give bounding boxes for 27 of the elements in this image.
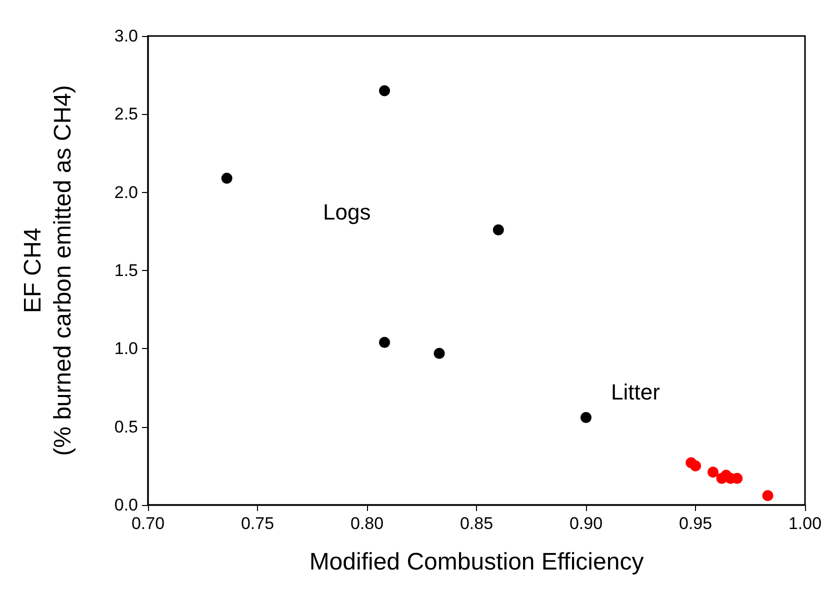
point bbox=[434, 348, 445, 359]
x-tick-label: 0.85 bbox=[460, 514, 494, 533]
x-axis-title: Modified Combustion Efficiency bbox=[309, 548, 644, 576]
x-tick-label: 0.95 bbox=[678, 514, 712, 533]
y-axis-title: EF CH4 (% burned carbon emitted as CH4) bbox=[20, 85, 76, 456]
y-tick-label: 0.0 bbox=[114, 496, 138, 514]
point bbox=[492, 224, 504, 236]
x-tick-label: 1.00 bbox=[788, 514, 822, 533]
y-tick-label: 3.0 bbox=[114, 26, 138, 46]
x-tick-label: 0.70 bbox=[131, 514, 165, 533]
y-tick-label: 1.5 bbox=[114, 261, 138, 280]
x-tick-label: 0.75 bbox=[240, 514, 274, 533]
point bbox=[762, 490, 774, 502]
x-tick-label: 0.80 bbox=[350, 514, 384, 533]
annotation: Litter bbox=[611, 380, 660, 404]
x-tick-label: 0.90 bbox=[569, 514, 603, 533]
point bbox=[580, 412, 592, 423]
point bbox=[221, 172, 232, 184]
y-tick-label: 1.0 bbox=[114, 339, 138, 358]
y-tick-label: 2.0 bbox=[114, 182, 138, 202]
point bbox=[379, 336, 390, 348]
point bbox=[708, 466, 719, 478]
y-tick-label: 0.5 bbox=[114, 417, 138, 436]
point bbox=[379, 85, 390, 96]
annotation: Logs bbox=[323, 200, 371, 224]
point bbox=[690, 460, 701, 472]
y-tick-label: 2.5 bbox=[114, 104, 138, 124]
